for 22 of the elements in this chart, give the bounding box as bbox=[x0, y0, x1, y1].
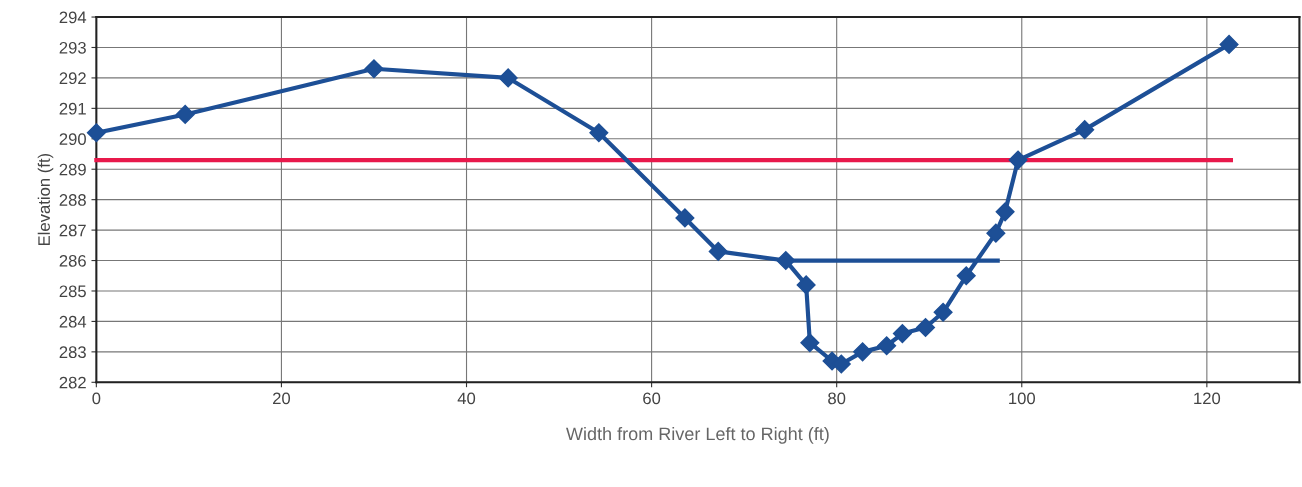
y-tick-label: 289 bbox=[59, 163, 86, 176]
y-tick-label: 294 bbox=[59, 11, 87, 24]
y-tick-label: 285 bbox=[59, 285, 86, 298]
y-tick-label: 291 bbox=[59, 102, 86, 115]
y-tick-label: 282 bbox=[59, 376, 86, 389]
x-tick-label: 20 bbox=[273, 392, 291, 405]
x-tick-label: 0 bbox=[92, 392, 101, 405]
y-tick-label: 288 bbox=[59, 194, 86, 206]
y-tick-label: 293 bbox=[59, 41, 86, 54]
y-tick-label: 290 bbox=[59, 133, 86, 145]
x-tick-label: 100 bbox=[1009, 392, 1036, 405]
x-tick-label: 120 bbox=[1194, 392, 1221, 405]
y-tick-label: 286 bbox=[59, 254, 86, 267]
x-tick-label: 40 bbox=[457, 392, 476, 405]
x-axis-title: Width from River Left to Right (ft) bbox=[566, 427, 829, 444]
y-tick-label: 283 bbox=[59, 346, 86, 359]
y-axis-title: Elevation (ft) bbox=[37, 153, 54, 246]
x-tick-label: 80 bbox=[828, 392, 846, 405]
y-tick-label: 284 bbox=[59, 315, 87, 328]
y-tick-label: 287 bbox=[59, 224, 86, 237]
x-tick-label: 60 bbox=[643, 392, 661, 405]
y-tick-label: 292 bbox=[59, 72, 86, 85]
